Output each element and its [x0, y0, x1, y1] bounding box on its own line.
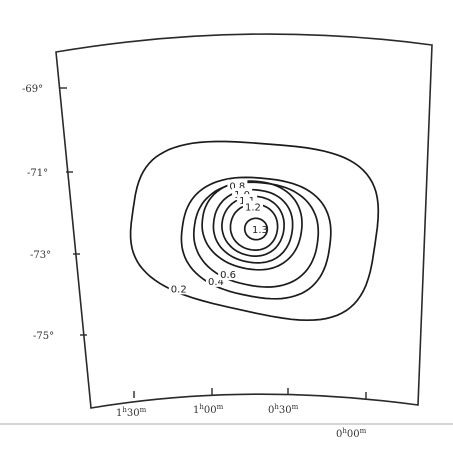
y-tick-label-1: -71°: [27, 168, 48, 179]
contour-label-0.6: 0.6: [218, 268, 238, 281]
x-tick-label-1: 1h00m: [193, 403, 224, 416]
svg-text:1.2: 1.2: [245, 203, 261, 214]
contour-label-0.2: 0.2: [169, 282, 189, 295]
contour-label-1.3: 1.3: [252, 225, 268, 236]
y-tick-label-2: -73°: [30, 250, 51, 261]
chart-frame: [56, 34, 432, 408]
x-tick-label-0: 1h30m: [116, 406, 147, 419]
svg-text:1.3: 1.3: [252, 225, 268, 236]
x-tick-label-2: 0h30m: [268, 403, 299, 416]
y-tick-label-0: -69°: [22, 84, 43, 95]
svg-text:0.6: 0.6: [220, 270, 236, 281]
x-tick-label-3: 0h00m: [336, 427, 367, 440]
contour-label-1.2: 1.2: [243, 201, 263, 214]
y-tick-label-3: -75°: [33, 331, 54, 342]
svg-text:0.2: 0.2: [171, 284, 187, 295]
y-axis: -69° -71° -73° -75°: [22, 84, 87, 342]
contour-layer: 0.20.40.60.81.01.11.21.3: [131, 142, 379, 321]
